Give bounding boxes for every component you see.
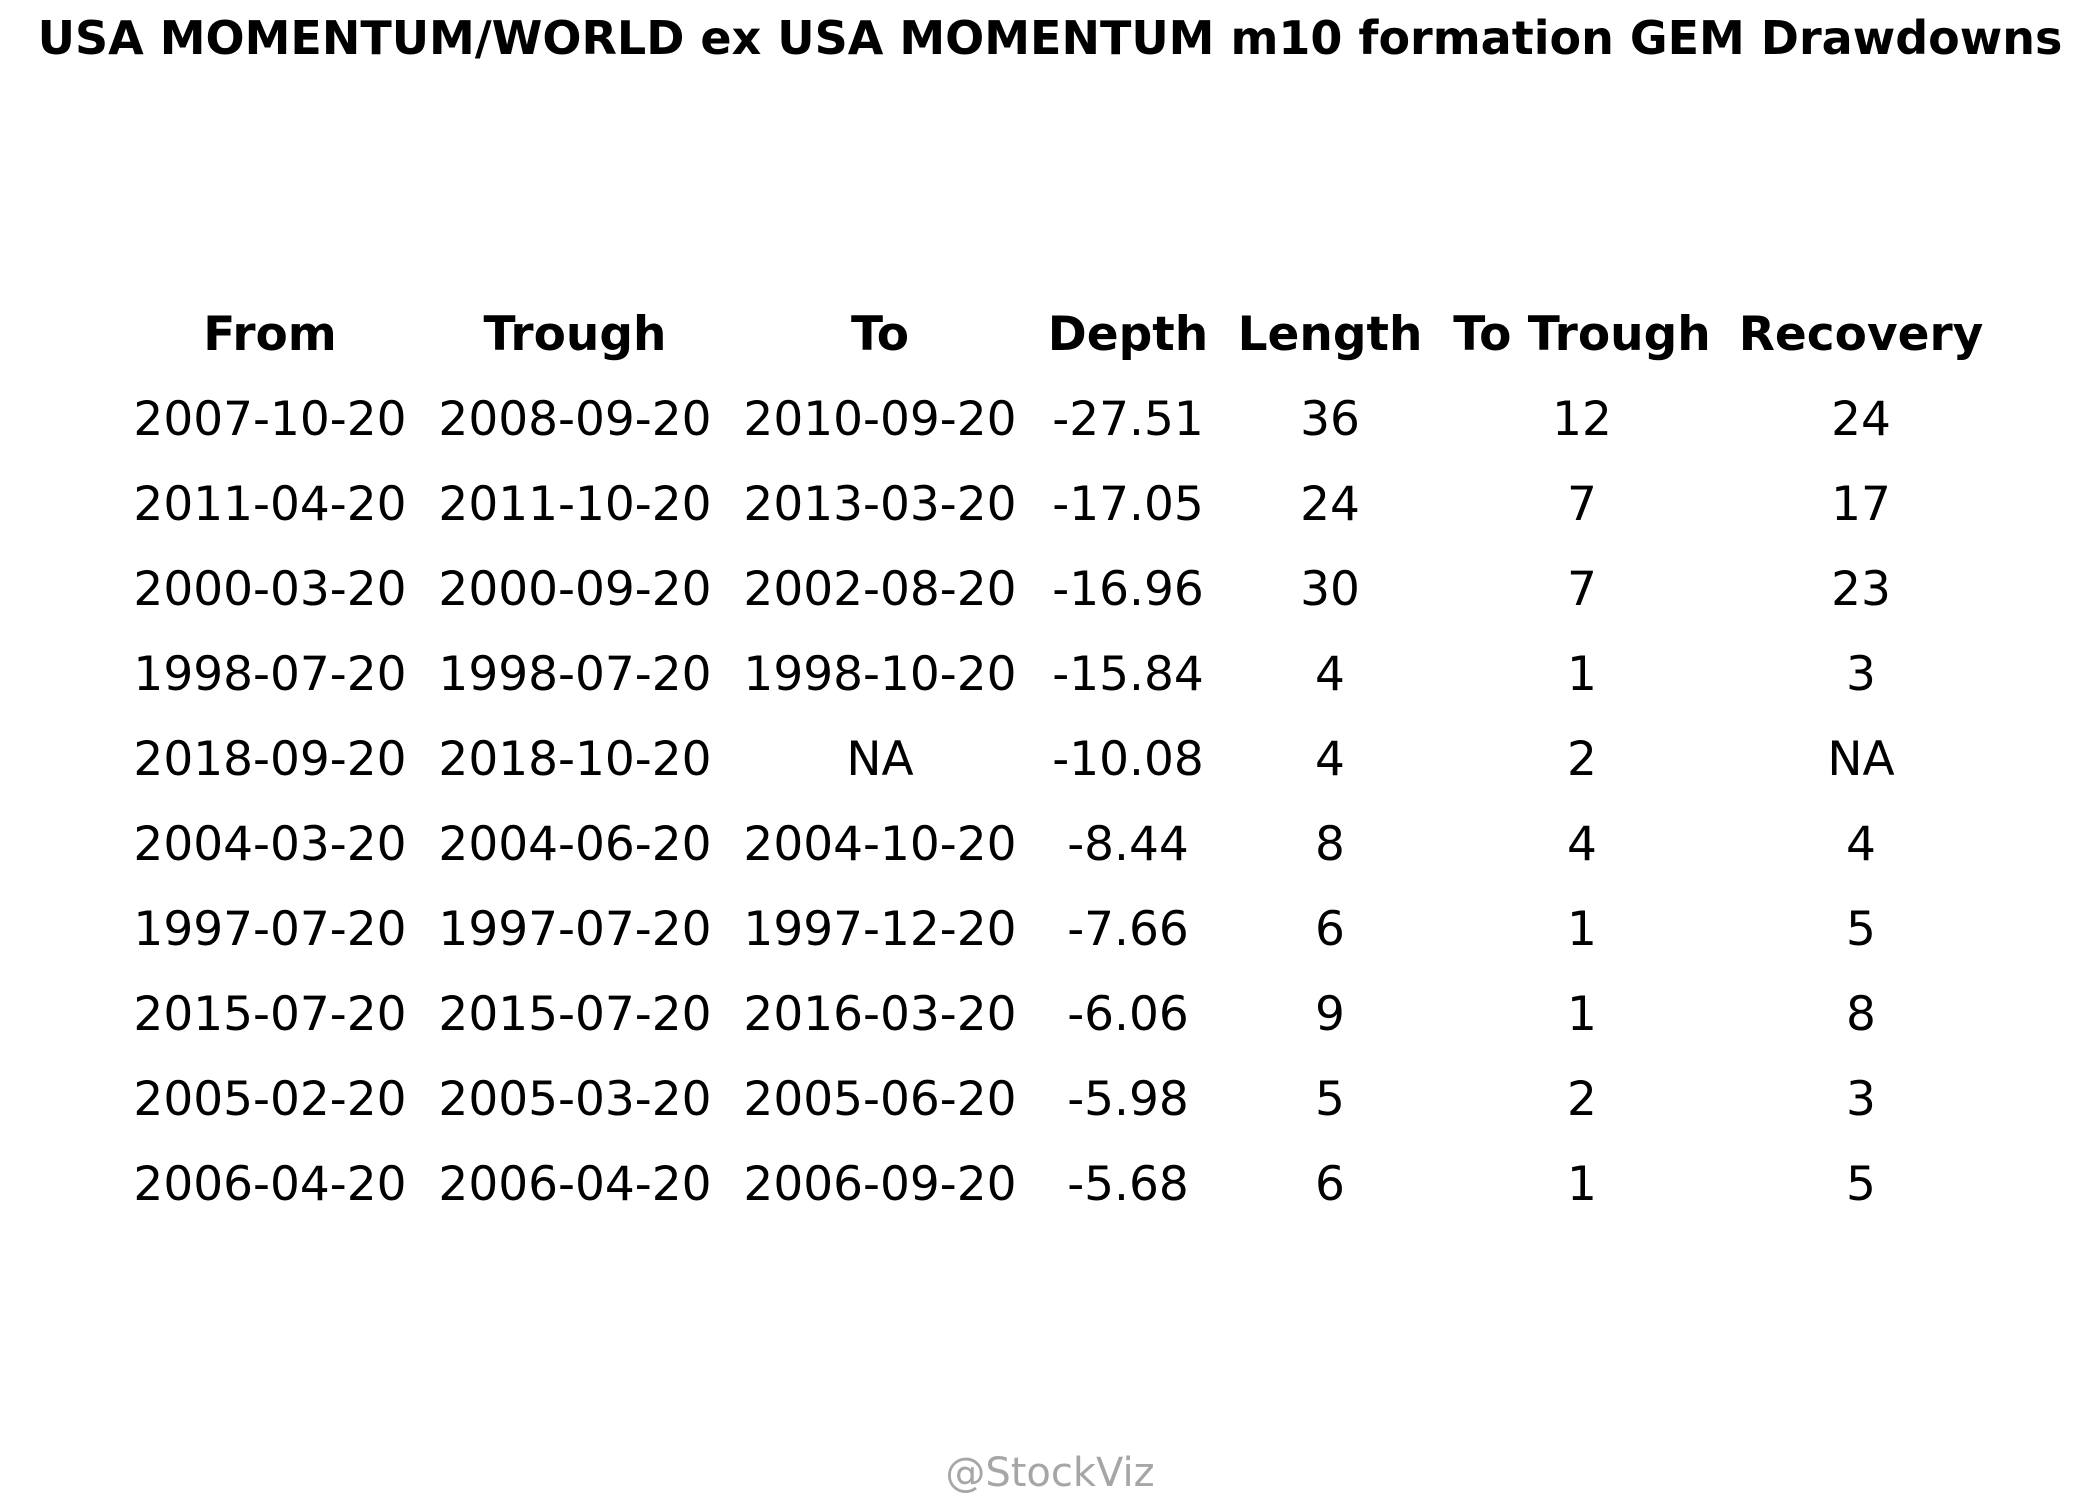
table-cell-length: 5: [1315, 1072, 1345, 1127]
table-cell-from: 2000-03-20: [133, 562, 407, 617]
table-cell-depth: -17.05: [1052, 477, 1204, 532]
table-cell-to-trough: 1: [1567, 987, 1597, 1042]
table-cell-length: 36: [1300, 392, 1360, 447]
table-cell-to-trough: 2: [1567, 732, 1597, 787]
table-cell-length: 9: [1315, 987, 1345, 1042]
table-cell-depth: -5.98: [1067, 1072, 1189, 1127]
table-cell-length: 8: [1315, 817, 1345, 872]
table-cell-trough: 2011-10-20: [438, 477, 712, 532]
table-cell-to-trough: 2: [1567, 1072, 1597, 1127]
table-cell-from: 2004-03-20: [133, 817, 407, 872]
table-cell-trough: 2005-03-20: [438, 1072, 712, 1127]
table-cell-to: 2005-06-20: [743, 1072, 1017, 1127]
table-cell-depth: -15.84: [1052, 647, 1204, 702]
table-cell-to-trough: 7: [1567, 562, 1597, 617]
table-cell-depth: -27.51: [1052, 392, 1204, 447]
table-cell-to-trough: 12: [1552, 392, 1612, 447]
table-cell-recovery: NA: [1827, 732, 1895, 787]
table-cell-trough: 1998-07-20: [438, 647, 712, 702]
table-cell-to: 2002-08-20: [743, 562, 1017, 617]
table-cell-depth: -16.96: [1052, 562, 1204, 617]
column-header-recovery: Recovery: [1738, 307, 1984, 362]
chart-title: USA MOMENTUM/WORLD ex USA MOMENTUM m10 f…: [37, 11, 2063, 65]
column-header-from: From: [203, 307, 337, 362]
table-cell-from: 2018-09-20: [133, 732, 407, 787]
table-cell-length: 30: [1300, 562, 1360, 617]
column-header-to: To: [850, 307, 910, 362]
table-cell-to-trough: 1: [1567, 902, 1597, 957]
table-cell-recovery: 3: [1846, 1072, 1876, 1127]
column-header-depth: Depth: [1047, 307, 1209, 362]
table-cell-from: 2015-07-20: [133, 987, 407, 1042]
table-cell-length: 6: [1315, 1157, 1345, 1212]
table-cell-trough: 2004-06-20: [438, 817, 712, 872]
table-cell-recovery: 4: [1846, 817, 1876, 872]
table-cell-recovery: 23: [1831, 562, 1891, 617]
table-cell-from: 2011-04-20: [133, 477, 407, 532]
table-cell-trough: 2015-07-20: [438, 987, 712, 1042]
table-cell-length: 6: [1315, 902, 1345, 957]
table-cell-trough: 2000-09-20: [438, 562, 712, 617]
table-cell-to: 2006-09-20: [743, 1157, 1017, 1212]
table-cell-trough: 2018-10-20: [438, 732, 712, 787]
table-cell-depth: -5.68: [1067, 1157, 1189, 1212]
table-cell-trough: 2006-04-20: [438, 1157, 712, 1212]
table-cell-to-trough: 4: [1567, 817, 1597, 872]
table-cell-to: 2004-10-20: [743, 817, 1017, 872]
table-cell-from: 2005-02-20: [133, 1072, 407, 1127]
table-cell-to: 2016-03-20: [743, 987, 1017, 1042]
table-cell-recovery: 8: [1846, 987, 1876, 1042]
watermark: @StockViz: [945, 1450, 1155, 1496]
table-cell-to: NA: [846, 732, 914, 787]
table-cell-trough: 1997-07-20: [438, 902, 712, 957]
table-cell-depth: -8.44: [1067, 817, 1189, 872]
table-cell-recovery: 5: [1846, 902, 1876, 957]
table-cell-to-trough: 7: [1567, 477, 1597, 532]
table-cell-depth: -6.06: [1067, 987, 1189, 1042]
table-cell-length: 4: [1315, 647, 1345, 702]
table-cell-to: 2010-09-20: [743, 392, 1017, 447]
table-cell-depth: -10.08: [1052, 732, 1204, 787]
table-cell-recovery: 24: [1831, 392, 1891, 447]
table-cell-to: 1997-12-20: [743, 902, 1017, 957]
table-cell-from: 2007-10-20: [133, 392, 407, 447]
table-cell-length: 4: [1315, 732, 1345, 787]
column-header-trough: Trough: [483, 307, 667, 362]
column-header-length: Length: [1237, 307, 1423, 362]
table-cell-depth: -7.66: [1067, 902, 1189, 957]
table-cell-recovery: 3: [1846, 647, 1876, 702]
column-header-to-trough: To Trough: [1453, 307, 1711, 362]
table-cell-trough: 2008-09-20: [438, 392, 712, 447]
table-cell-from: 2006-04-20: [133, 1157, 407, 1212]
table-cell-to: 2013-03-20: [743, 477, 1017, 532]
table-cell-recovery: 5: [1846, 1157, 1876, 1212]
table-cell-length: 24: [1300, 477, 1360, 532]
table-cell-from: 1997-07-20: [133, 902, 407, 957]
table-cell-from: 1998-07-20: [133, 647, 407, 702]
table-cell-to-trough: 1: [1567, 1157, 1597, 1212]
table-cell-to: 1998-10-20: [743, 647, 1017, 702]
table-cell-recovery: 17: [1831, 477, 1891, 532]
table-cell-to-trough: 1: [1567, 647, 1597, 702]
